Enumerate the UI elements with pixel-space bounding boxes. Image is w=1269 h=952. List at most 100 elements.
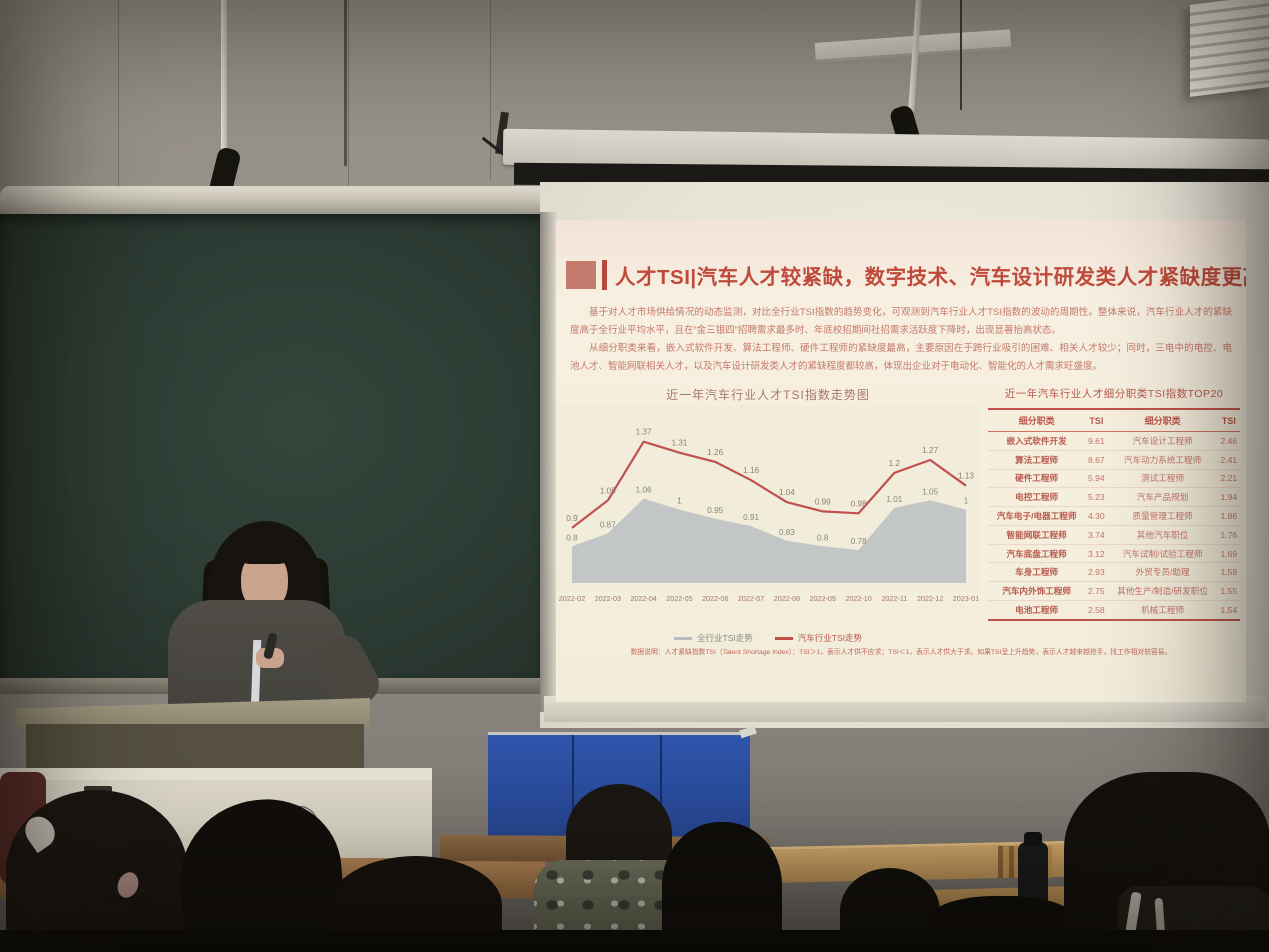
panel-divider xyxy=(572,735,574,845)
svg-text:2022-11: 2022-11 xyxy=(881,594,907,603)
table-row: 车身工程师 2.93 外贸专员/助理 1.59 xyxy=(988,562,1240,583)
tsi-value: 1.69 xyxy=(1217,544,1240,564)
svg-text:1.37: 1.37 xyxy=(636,428,652,437)
tsi-value: 1.55 xyxy=(1217,581,1240,602)
svg-text:0.87: 0.87 xyxy=(600,520,616,529)
legend-swatch-red xyxy=(774,636,793,640)
job-category: 其他生产/制造/研发职位 xyxy=(1107,581,1218,602)
svg-text:1.05: 1.05 xyxy=(922,487,938,496)
col-header: 细分职类 xyxy=(988,409,1086,432)
job-category: 硬件工程师 xyxy=(988,469,1086,489)
svg-text:2022-04: 2022-04 xyxy=(630,594,656,603)
wall-panel-seam xyxy=(490,0,491,180)
svg-text:1.05: 1.05 xyxy=(600,486,616,495)
slide-footnote: 数据说明：人才紧缺指数TSI（Talent Shortage Index）：TS… xyxy=(630,649,1172,656)
svg-text:1.16: 1.16 xyxy=(743,466,759,475)
tsi-value: 2.46 xyxy=(1217,431,1240,451)
hanging-rod xyxy=(344,0,347,166)
job-category: 汽车设计工程师 xyxy=(1107,431,1218,451)
job-category: 智能网联工程师 xyxy=(988,525,1086,545)
svg-text:0.91: 0.91 xyxy=(743,513,759,522)
legend-swatch-gray xyxy=(674,636,693,640)
tsi-value: 1.59 xyxy=(1217,562,1240,583)
tsi-value: 1.86 xyxy=(1217,506,1240,526)
presentation-slide: 人才TSI|汽车人才较紧缺，数字技术、汽车设计研发类人才紧缺度更高 基于对人才市… xyxy=(556,220,1246,702)
table-header-row: 细分职类 TSI 细分职类 TSI xyxy=(988,409,1240,432)
tsi-value: 5.23 xyxy=(1085,487,1108,508)
svg-text:1.13: 1.13 xyxy=(958,472,974,481)
svg-text:1.04: 1.04 xyxy=(779,488,795,497)
job-category: 外贸专员/助理 xyxy=(1107,562,1218,583)
svg-text:0.9: 0.9 xyxy=(566,514,578,523)
svg-text:2022-06: 2022-06 xyxy=(702,594,728,603)
chart-legend: 全行业TSI走势 汽车行业TSI走势 xyxy=(556,632,980,644)
job-category: 电池工程师 xyxy=(1015,604,1059,615)
job-category: 嵌入式软件开发 xyxy=(988,431,1086,451)
svg-text:1.06: 1.06 xyxy=(636,486,652,495)
tsi-value: 1.76 xyxy=(1217,525,1240,545)
tsi-value: 2.75 xyxy=(1085,581,1108,602)
svg-text:2022-07: 2022-07 xyxy=(738,594,764,603)
svg-text:2023-01: 2023-01 xyxy=(953,594,979,603)
table-row: 电控工程师 5.23 汽车产品规划 1.94 xyxy=(988,487,1240,508)
svg-text:1.2: 1.2 xyxy=(889,459,901,468)
tsi-value: 1.54 xyxy=(1220,604,1238,615)
tsi-top20-table: 近一年汽车行业人才细分职类TSI指数TOP20 细分职类 TSI 细分职类 TS… xyxy=(988,386,1240,621)
presenter-bangs xyxy=(234,538,294,564)
svg-text:1.27: 1.27 xyxy=(922,446,938,455)
tsi-trend-chart: 近一年汽车行业人才TSI指数走势图 0.9 1.05 1.37 1.31 1.26 1.1… xyxy=(556,380,980,646)
svg-text:0.8: 0.8 xyxy=(817,533,829,542)
svg-text:2022-10: 2022-10 xyxy=(845,594,871,603)
rolled-screen xyxy=(0,186,548,216)
svg-text:1: 1 xyxy=(964,497,969,506)
tsi-value: 3.74 xyxy=(1085,525,1108,545)
job-category: 其他汽车职位 xyxy=(1107,525,1218,545)
job-category: 汽车动力系统工程师 xyxy=(1107,450,1218,470)
table-row: 电池工程师 2.58 机械工程师 1.54 xyxy=(988,601,1240,620)
svg-text:0.98: 0.98 xyxy=(851,499,867,508)
paragraph: 从细分职类来看，嵌入式软件开发、算法工程师、硬件工程师的紧缺度最高，主要原因在于… xyxy=(570,343,1232,373)
svg-text:0.95: 0.95 xyxy=(707,506,723,515)
table-row: 汽车电子/电器工程师 4.30 质量管理工程师 1.86 xyxy=(988,506,1240,526)
wall-panel-seam xyxy=(348,0,349,200)
svg-text:0.83: 0.83 xyxy=(779,528,795,537)
job-category: 电控工程师 xyxy=(988,487,1086,508)
legend-item-auto-industry: 汽车行业TSI走势 xyxy=(774,632,862,644)
job-category: 汽车试制/试验工程师 xyxy=(1107,544,1218,564)
tsi-value: 2.93 xyxy=(1085,562,1108,583)
tsi-value: 1.94 xyxy=(1217,487,1240,508)
legend-label: 全行业TSI走势 xyxy=(697,633,753,643)
paragraph: 基于对人才市场供给情况的动态监测，对比全行业TSI指数的趋势变化，可观测到汽车行… xyxy=(570,307,1232,337)
tsi-value: 2.58 xyxy=(1087,604,1105,615)
job-category: 机械工程师 xyxy=(1141,604,1185,615)
tsi-table-body: 嵌入式软件开发 9.61 汽车设计工程师 2.46 算法工程师 8.67 汽车动力系统工程师… xyxy=(988,431,1240,620)
col-header: 细分职类 xyxy=(1107,409,1218,432)
col-header: TSI xyxy=(1217,409,1240,432)
svg-text:2022-08: 2022-08 xyxy=(774,594,800,603)
svg-text:1: 1 xyxy=(677,497,682,506)
tsi-value: 9.61 xyxy=(1085,431,1108,451)
tsi-value: 8.67 xyxy=(1085,450,1108,470)
screen-shadow xyxy=(540,212,558,712)
svg-text:0.78: 0.78 xyxy=(851,537,867,546)
job-category: 汽车电子/电器工程师 xyxy=(988,506,1086,526)
svg-text:2022-02: 2022-02 xyxy=(559,594,585,603)
svg-text:2022-03: 2022-03 xyxy=(595,594,621,603)
job-category: 汽车产品规划 xyxy=(1107,487,1218,508)
table-row: 汽车底盘工程师 3.12 汽车试制/试验工程师 1.69 xyxy=(988,544,1240,564)
job-category: 汽车底盘工程师 xyxy=(988,544,1086,564)
title-accent-square xyxy=(566,261,596,289)
title-accent-bar xyxy=(602,260,607,290)
svg-text:2022-12: 2022-12 xyxy=(917,594,943,603)
panel-divider xyxy=(660,735,662,845)
air-conditioner-vent xyxy=(1190,0,1269,97)
table-title: 近一年汽车行业人才细分职类TSI指数TOP20 xyxy=(1004,388,1224,400)
table-row: 算法工程师 8.67 汽车动力系统工程师 2.41 xyxy=(988,450,1240,470)
tsi-value: 4.30 xyxy=(1085,506,1108,526)
svg-text:1.31: 1.31 xyxy=(671,439,687,448)
job-category: 汽车内外饰工程师 xyxy=(988,581,1086,602)
tsi-value: 2.41 xyxy=(1217,450,1240,470)
svg-text:1.26: 1.26 xyxy=(707,448,723,457)
svg-text:1.01: 1.01 xyxy=(886,495,902,504)
